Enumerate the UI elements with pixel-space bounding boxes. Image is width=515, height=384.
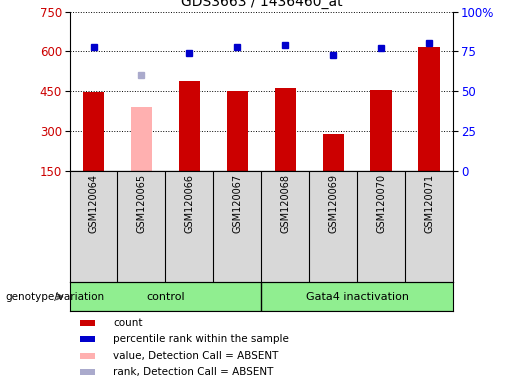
Bar — [83, 92, 105, 171]
Bar — [80, 353, 95, 359]
Bar — [80, 336, 95, 342]
Bar — [261, 282, 453, 311]
Bar — [131, 107, 152, 171]
Text: control: control — [146, 291, 185, 302]
Text: GSM120068: GSM120068 — [280, 174, 290, 233]
Title: GDS3663 / 1436460_at: GDS3663 / 1436460_at — [181, 0, 342, 9]
Bar — [227, 91, 248, 171]
Text: Gata4 inactivation: Gata4 inactivation — [306, 291, 409, 302]
Text: GSM120070: GSM120070 — [376, 174, 386, 233]
Text: rank, Detection Call = ABSENT: rank, Detection Call = ABSENT — [113, 367, 273, 377]
Bar — [80, 320, 95, 326]
Text: genotype/variation: genotype/variation — [5, 291, 104, 302]
Text: GSM120071: GSM120071 — [424, 174, 434, 233]
Bar — [179, 81, 200, 171]
Bar — [80, 369, 95, 375]
Text: GSM120067: GSM120067 — [232, 174, 243, 233]
Bar — [370, 89, 392, 171]
Bar — [274, 88, 296, 171]
Text: GSM120069: GSM120069 — [328, 174, 338, 233]
Text: value, Detection Call = ABSENT: value, Detection Call = ABSENT — [113, 351, 279, 361]
Bar — [418, 46, 440, 171]
Bar — [322, 134, 344, 171]
Bar — [70, 282, 261, 311]
Text: GSM120066: GSM120066 — [184, 174, 195, 233]
Text: percentile rank within the sample: percentile rank within the sample — [113, 334, 289, 344]
Text: count: count — [113, 318, 143, 328]
Text: GSM120065: GSM120065 — [136, 174, 146, 233]
Text: GSM120064: GSM120064 — [89, 174, 98, 233]
